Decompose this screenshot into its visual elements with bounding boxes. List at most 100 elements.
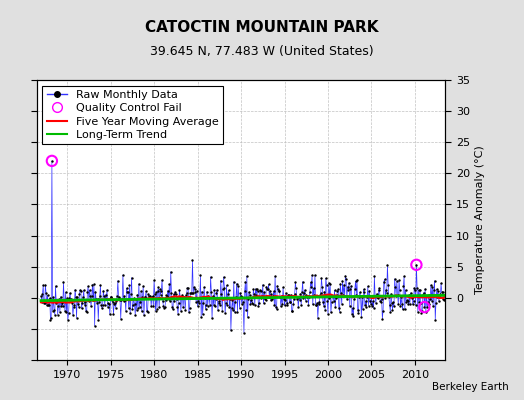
Point <box>178 294 186 300</box>
Point <box>243 314 252 320</box>
Point <box>110 310 118 317</box>
Point <box>365 288 374 294</box>
Point <box>138 308 146 315</box>
Point <box>344 287 353 293</box>
Point <box>66 290 74 296</box>
Point <box>99 288 107 294</box>
Point <box>144 309 152 316</box>
Point <box>101 292 110 298</box>
Point <box>216 277 225 284</box>
Point <box>162 292 171 299</box>
Point <box>343 296 351 302</box>
Point <box>59 303 67 310</box>
Text: Berkeley Earth: Berkeley Earth <box>432 382 508 392</box>
Point <box>218 308 226 314</box>
Point <box>184 285 192 291</box>
Point <box>254 303 263 309</box>
Point <box>371 292 379 299</box>
Point <box>166 298 174 305</box>
Point <box>224 290 232 297</box>
Point <box>223 302 232 308</box>
Point <box>248 300 257 307</box>
Point <box>82 309 91 315</box>
Point <box>370 273 378 280</box>
Point <box>384 281 392 288</box>
Point <box>203 288 211 295</box>
Point <box>410 285 419 291</box>
Point <box>386 302 394 308</box>
Point <box>388 300 396 306</box>
Point <box>219 286 227 292</box>
Point <box>244 296 253 302</box>
Point <box>42 302 51 308</box>
Point <box>212 296 220 302</box>
Point <box>308 272 316 278</box>
Point <box>433 294 442 300</box>
Point <box>212 290 221 296</box>
Point <box>61 289 70 295</box>
Point <box>154 288 162 294</box>
Point <box>72 294 80 300</box>
Point <box>276 294 285 300</box>
Point <box>169 306 177 313</box>
Point <box>392 278 401 284</box>
Point <box>314 299 323 305</box>
Point <box>45 302 53 308</box>
Point <box>396 303 405 309</box>
Point <box>311 272 319 278</box>
Point <box>235 294 243 301</box>
Point <box>254 288 262 294</box>
Point <box>172 296 181 303</box>
Point <box>111 300 119 306</box>
Point <box>85 298 93 304</box>
Point <box>381 295 389 302</box>
Point <box>300 290 308 296</box>
Point <box>404 301 412 307</box>
Text: 39.645 N, 77.483 W (United States): 39.645 N, 77.483 W (United States) <box>150 46 374 58</box>
Point <box>138 294 147 300</box>
Point <box>176 293 184 300</box>
Point <box>78 300 86 306</box>
Point <box>213 286 221 293</box>
Point <box>163 293 171 299</box>
Point <box>414 287 423 293</box>
Point <box>216 302 224 308</box>
Point <box>263 286 271 292</box>
Point <box>275 288 283 294</box>
Point <box>330 298 338 304</box>
Point <box>85 287 94 293</box>
Point <box>70 302 79 308</box>
Point <box>391 284 400 290</box>
Point <box>348 310 356 317</box>
Point <box>419 292 427 298</box>
Point <box>232 293 240 300</box>
Point <box>307 279 315 286</box>
Point <box>141 293 149 300</box>
Point <box>273 282 281 289</box>
Point <box>424 292 433 298</box>
Point <box>403 298 412 304</box>
Point <box>294 304 302 310</box>
Point <box>243 273 251 280</box>
Point <box>200 284 208 291</box>
Point <box>195 294 204 301</box>
Point <box>277 293 286 300</box>
Point <box>165 296 173 302</box>
Point <box>84 283 92 290</box>
Point <box>154 284 162 291</box>
Point <box>438 289 446 296</box>
Point <box>427 282 435 288</box>
Point <box>335 308 344 315</box>
Point <box>316 290 325 296</box>
Point <box>117 296 126 303</box>
Point <box>407 293 416 299</box>
Point <box>259 300 268 306</box>
Point <box>179 304 187 311</box>
Point <box>199 300 208 306</box>
Point <box>67 295 75 302</box>
Point <box>260 289 268 295</box>
Point <box>325 294 334 301</box>
Point <box>146 292 155 299</box>
Point <box>47 314 56 321</box>
Point <box>305 289 314 295</box>
